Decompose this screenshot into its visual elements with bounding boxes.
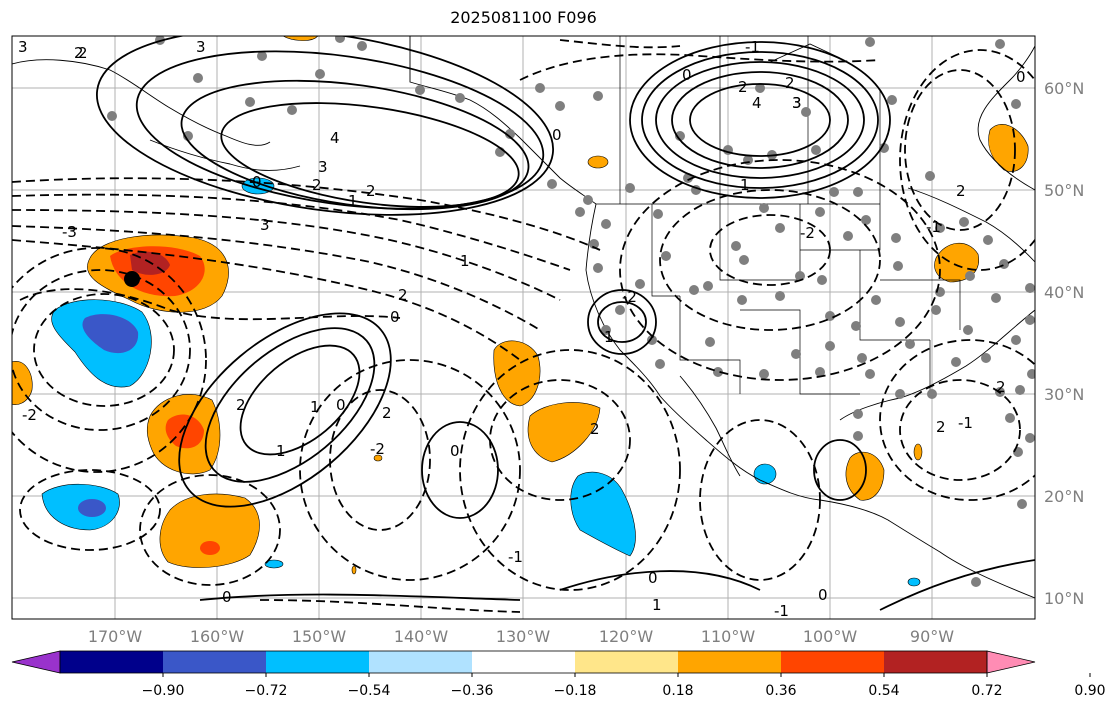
contour-label: 0 [648,569,658,587]
contour-label: 0 [222,588,232,606]
contour-label: 2 [936,418,946,436]
contour-label: 2 [382,404,392,422]
colorbar-tick-label: −0.18 [554,683,597,699]
lat-label: 20°N [1044,487,1084,506]
lon-label: 100°W [803,627,858,646]
contour-label: 1 [604,328,614,346]
contour-label: 2 [956,182,966,200]
lon-label: 90°W [910,627,954,646]
contour-label: 0 [450,442,460,460]
contour-label: 1 [348,192,358,210]
contour-label: 3 [792,94,802,112]
contour-label: -2 [370,440,385,458]
contour-label: -2 [800,224,815,242]
colorbar: −0.90 −0.72 −0.54 −0.36 −0.18 0.18 0.36 0.54 0.7… [11,650,1105,699]
lat-label: 10°N [1044,589,1084,608]
lat-label: 40°N [1044,283,1084,302]
colorbar-segment [369,651,473,673]
contour-label: -1 [774,602,789,620]
contour-label: 3 [260,216,270,234]
contour-label: 2 [74,44,84,62]
contour-label: 1 [652,596,662,614]
colorbar-tick-label: −0.72 [245,683,288,699]
contour-label: -1 [745,38,760,56]
location-marker [124,271,140,287]
contour-label: -2 [622,288,637,306]
map-frame [11,35,1036,620]
contour-label: 4 [330,129,340,147]
colorbar-segment [884,651,988,673]
lat-label: 50°N [1044,181,1084,200]
colorbar-segment [575,651,679,673]
contour-label: 3 [318,158,328,176]
contour-label: 2 [738,78,748,96]
colorbar-segment [266,651,370,673]
colorbar-tick-label: 0.72 [971,683,1002,699]
contour-label: 3 [196,38,206,56]
lon-label: 140°W [394,627,449,646]
contour-label: 0 [552,126,562,144]
contour-label: 4 [752,94,762,112]
dashed-contours [12,39,1035,613]
state-borders [596,36,961,396]
solid-contours [96,36,1035,611]
colorbar-tick-label: −0.54 [348,683,391,699]
contour-label: 0 [1016,68,1026,86]
contour-label: 0 [390,308,400,326]
colorbar-segment [60,651,164,673]
colorbar-segment [781,651,885,673]
colorbar-segment [678,651,782,673]
contour-label: 1 [310,398,320,416]
colorbar-tick-label: 0.90 [1074,683,1105,699]
colorbar-tick-label: 0.18 [662,683,693,699]
colorbar-segment [472,651,576,673]
lon-label: 170°W [88,627,143,646]
station-markers [107,36,1035,587]
contour-label: -1 [958,414,973,432]
lon-label: 120°W [599,627,654,646]
colorbar-tick-label: −0.90 [142,683,185,699]
contour-label: 2 [312,176,322,194]
contour-label: 0 [252,173,262,191]
contour-label: 2 [996,378,1006,396]
lon-label: 130°W [496,627,551,646]
lat-label: 30°N [1044,385,1084,404]
colorbar-tick-label: 0.36 [765,683,796,699]
contour-label: 3 [18,38,28,56]
contour-label: 2 [236,396,246,414]
contour-label: 0 [336,396,346,414]
contour-label: -1 [926,218,941,236]
contour-label: 2 [78,44,88,62]
contour-label: 2 [785,74,795,92]
latitude-labels: 60°N 50°N 40°N 30°N 20°N 10°N [1044,79,1084,608]
map-title: 2025081100 F096 [450,8,597,27]
contour-label: 2 [590,420,600,438]
contour-label: 0 [682,66,692,84]
lon-label: 160°W [190,627,245,646]
colorbar-tick-label: −0.36 [451,683,494,699]
lon-label: 110°W [701,627,756,646]
colorbar-tick-label: 0.54 [868,683,899,699]
contour-labels: 3 2 3 4 3 2 1 2 3 -3 0 2 1 2 4 3 2 1 2 -… [18,38,1026,620]
contour-label: 0 [818,586,828,604]
contour-label: 2 [366,182,376,200]
contour-label: 1 [740,176,750,194]
contour-label: -2 [22,406,37,424]
shaded-anomalies [12,36,1029,587]
contour-label: -1 [508,548,523,566]
lon-label: 150°W [292,627,347,646]
colorbar-extend-min [11,650,61,674]
contour-label: -3 [62,223,77,241]
lat-label: 60°N [1044,79,1084,98]
contour-label: 3 [792,94,802,112]
coastlines [12,36,1035,599]
colorbar-segment [163,651,267,673]
contour-label: 1 [460,252,470,270]
colorbar-extend-max [986,650,1036,674]
contour-label: 1 [276,442,286,460]
contour-label: 2 [398,286,408,304]
longitude-labels: 170°W 160°W 150°W 140°W 130°W 120°W 110°… [88,627,954,646]
